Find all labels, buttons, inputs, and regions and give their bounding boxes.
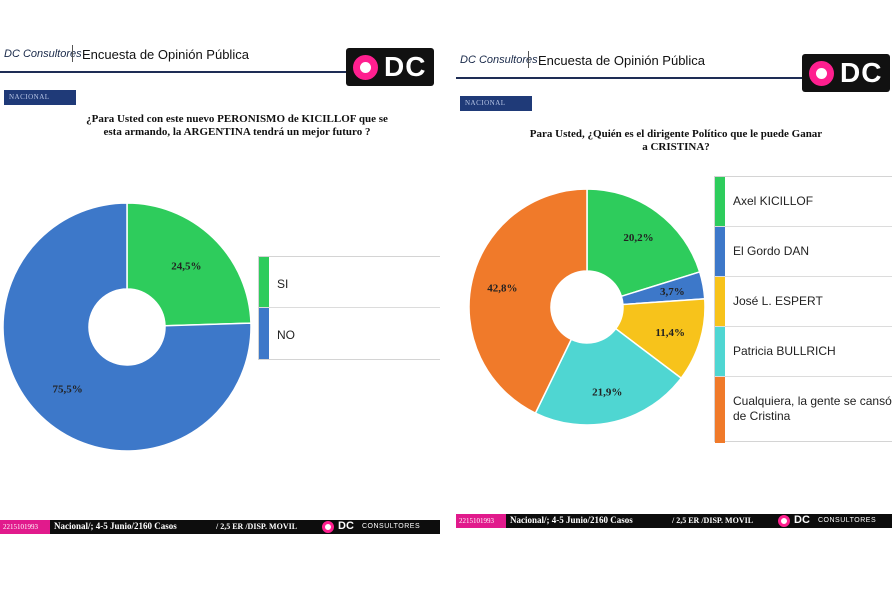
brand-separator bbox=[72, 45, 73, 62]
legend-item: Patricia BULLRICH bbox=[715, 327, 892, 377]
logo-text: DC bbox=[840, 57, 883, 88]
legend-label: José L. ESPERT bbox=[733, 294, 823, 308]
header-rule bbox=[0, 71, 350, 73]
legend-label: Cualquiera, la gente se cansó de Cristin… bbox=[733, 394, 892, 423]
dc-logo: DC bbox=[346, 48, 434, 86]
legend-label: NO bbox=[277, 328, 295, 342]
header: DC Consultores Encuesta de Opinión Públi… bbox=[456, 36, 892, 84]
header-title: Encuesta de Opinión Pública bbox=[82, 47, 249, 62]
footer-sample: Nacional/; 4-5 Junio/2160 Casos bbox=[510, 515, 633, 525]
footer-logo-consultores: CONSULTORES bbox=[362, 523, 421, 530]
footer-phone: 2215101993 bbox=[456, 514, 506, 528]
legend-left: SI NO bbox=[258, 256, 440, 360]
brand-name: DC Consultores bbox=[460, 54, 538, 66]
legend-swatch bbox=[715, 327, 725, 376]
header-title: Encuesta de Opinión Pública bbox=[538, 53, 705, 68]
legend-swatch bbox=[715, 277, 725, 326]
legend-label: Axel KICILLOF bbox=[733, 194, 814, 208]
legend-item: NO bbox=[259, 308, 440, 359]
logo-text: DC bbox=[384, 51, 427, 82]
header-rule bbox=[456, 77, 806, 79]
legend-swatch bbox=[715, 377, 725, 443]
legend-label: SI bbox=[277, 277, 289, 291]
donut-slice-3 bbox=[534, 327, 683, 426]
donut-slice-1 bbox=[2, 202, 252, 452]
survey-panel-left: DC Consultores Encuesta de Opinión Públi… bbox=[0, 30, 440, 542]
question-text: Para Usted, ¿Quién es el dirigente Polít… bbox=[529, 128, 823, 153]
footer-logo: DC CONSULTORES bbox=[778, 514, 892, 527]
legend-swatch bbox=[259, 308, 269, 359]
legend-swatch bbox=[259, 257, 269, 307]
data-label-2: 11,4% bbox=[655, 327, 685, 339]
donut-chart-left: 24,5% 75,5% bbox=[2, 202, 252, 452]
brand-name: DC Consultores bbox=[4, 48, 82, 60]
footer-logo-dc: DC bbox=[338, 520, 354, 532]
footer-bar: 2215101993 Nacional/; 4-5 Junio/2160 Cas… bbox=[0, 520, 440, 534]
brand-separator bbox=[528, 51, 529, 68]
footer-logo-dc: DC bbox=[794, 514, 810, 526]
footer-ring-icon bbox=[322, 521, 334, 533]
legend-swatch bbox=[715, 177, 725, 226]
legend-item: Cualquiera, la gente se cansó de Cristin… bbox=[715, 377, 892, 443]
footer-bar: 2215101993 Nacional/; 4-5 Junio/2160 Cas… bbox=[456, 514, 892, 528]
logo-ring-icon bbox=[353, 55, 378, 80]
donut-chart-right: 20,2% 3,7% 11,4% 21,9% 42,8% bbox=[468, 188, 706, 426]
legend-item: El Gordo DAN bbox=[715, 227, 892, 277]
donut-slice-4 bbox=[468, 188, 588, 415]
legend-swatch bbox=[715, 227, 725, 276]
data-label-0: 24,5% bbox=[171, 261, 201, 273]
footer-method: / 2,5 ER /DISP. MOVIL bbox=[672, 516, 754, 525]
footer-ring-icon bbox=[778, 515, 790, 527]
legend-item: José L. ESPERT bbox=[715, 277, 892, 327]
data-label-1: 3,7% bbox=[660, 286, 685, 298]
legend-right: Axel KICILLOF El Gordo DAN José L. ESPERT P… bbox=[714, 176, 892, 443]
dc-logo: DC bbox=[802, 54, 890, 92]
footer-sample: Nacional/; 4-5 Junio/2160 Casos bbox=[54, 521, 177, 531]
question-text: ¿Para Usted con este nuevo PERONISMO de … bbox=[86, 113, 388, 138]
data-label-4: 42,8% bbox=[487, 283, 517, 295]
legend-label: El Gordo DAN bbox=[733, 244, 810, 258]
region-tag: NACIONAL bbox=[460, 96, 532, 111]
logo-ring-icon bbox=[809, 61, 834, 86]
footer-logo: DC CONSULTORES bbox=[322, 520, 438, 533]
data-label-3: 21,9% bbox=[592, 386, 622, 398]
footer-method: / 2,5 ER /DISP. MOVIL bbox=[216, 522, 298, 531]
data-label-0: 20,2% bbox=[623, 232, 653, 244]
legend-label: Patricia BULLRICH bbox=[733, 344, 836, 358]
region-tag: NACIONAL bbox=[4, 90, 76, 105]
survey-panel-right: DC Consultores Encuesta de Opinión Públi… bbox=[456, 36, 892, 548]
data-label-1: 75,5% bbox=[53, 383, 83, 395]
header: DC Consultores Encuesta de Opinión Públi… bbox=[0, 30, 440, 78]
donut-slice-0 bbox=[126, 202, 252, 327]
donut-slice-0 bbox=[586, 188, 701, 298]
legend-item: SI bbox=[259, 257, 440, 308]
legend-item: Axel KICILLOF bbox=[715, 177, 892, 227]
footer-logo-consultores: CONSULTORES bbox=[818, 517, 877, 524]
footer-phone: 2215101993 bbox=[0, 520, 50, 534]
